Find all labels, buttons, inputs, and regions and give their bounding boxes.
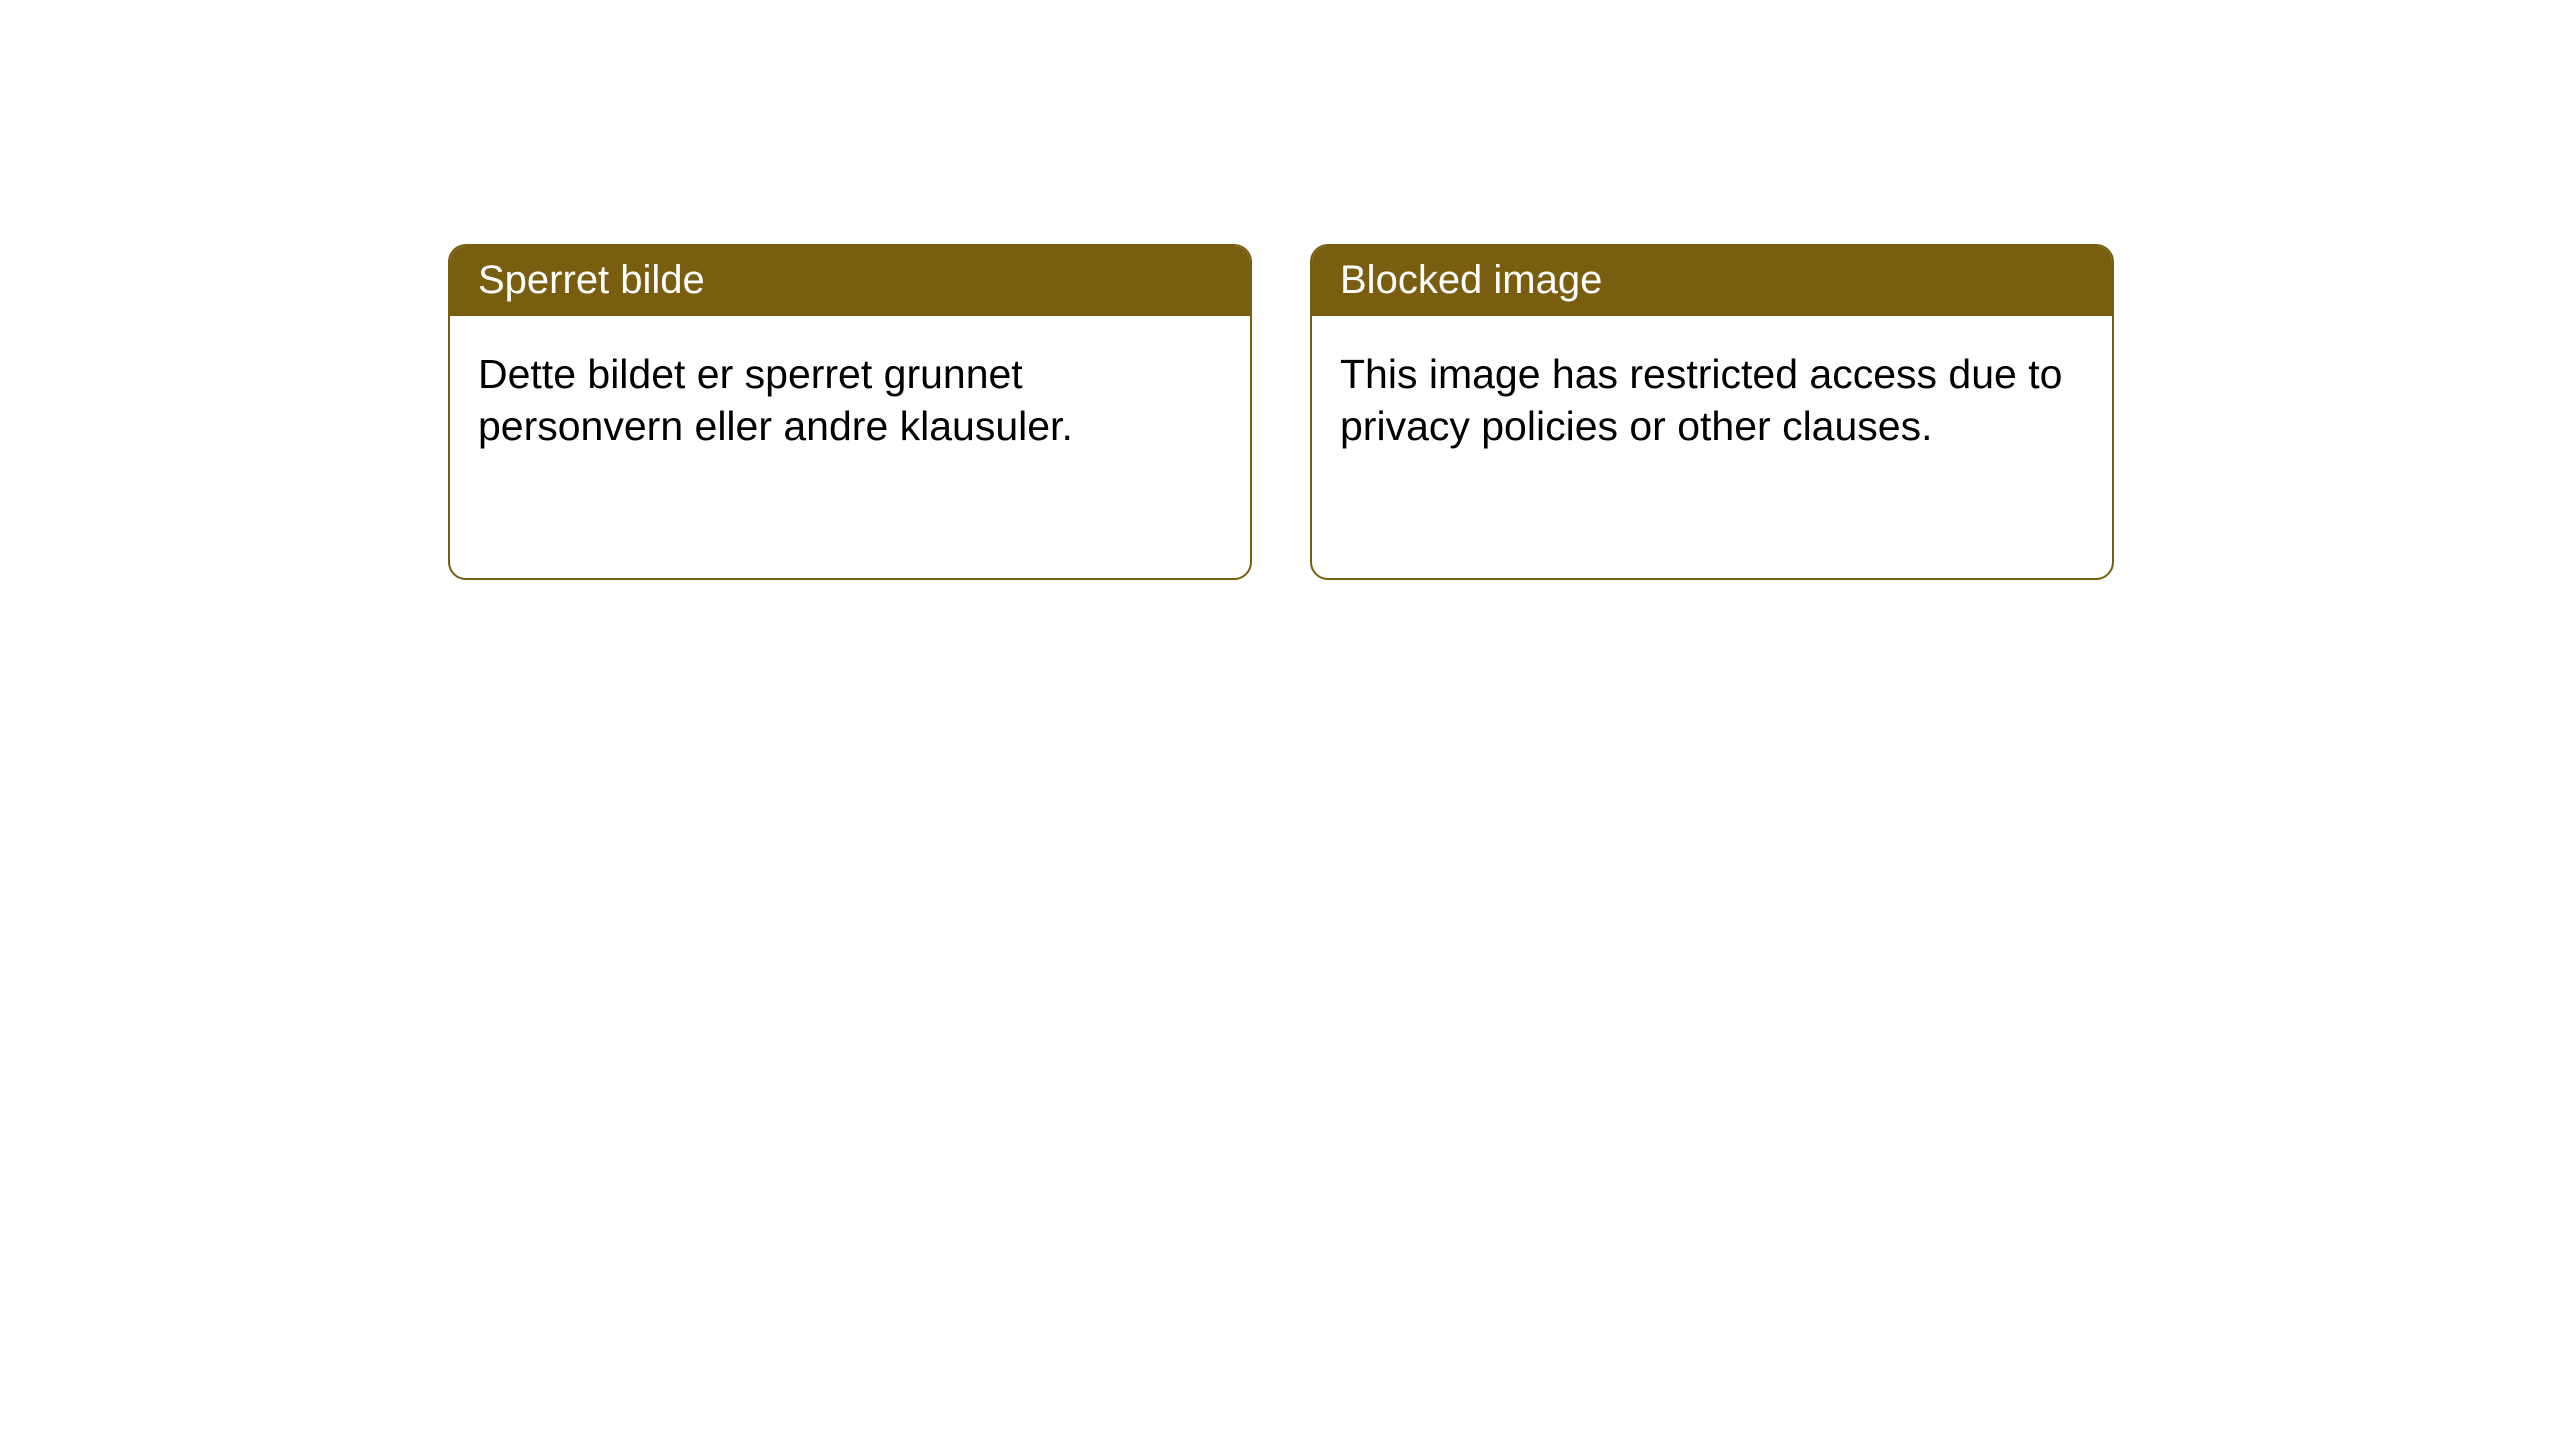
notice-title: Blocked image: [1312, 246, 2112, 316]
notice-card-english: Blocked image This image has restricted …: [1310, 244, 2114, 580]
notice-container: Sperret bilde Dette bildet er sperret gr…: [0, 0, 2560, 580]
notice-body: This image has restricted access due to …: [1312, 316, 2112, 481]
notice-body: Dette bildet er sperret grunnet personve…: [450, 316, 1250, 481]
notice-card-norwegian: Sperret bilde Dette bildet er sperret gr…: [448, 244, 1252, 580]
notice-title: Sperret bilde: [450, 246, 1250, 316]
